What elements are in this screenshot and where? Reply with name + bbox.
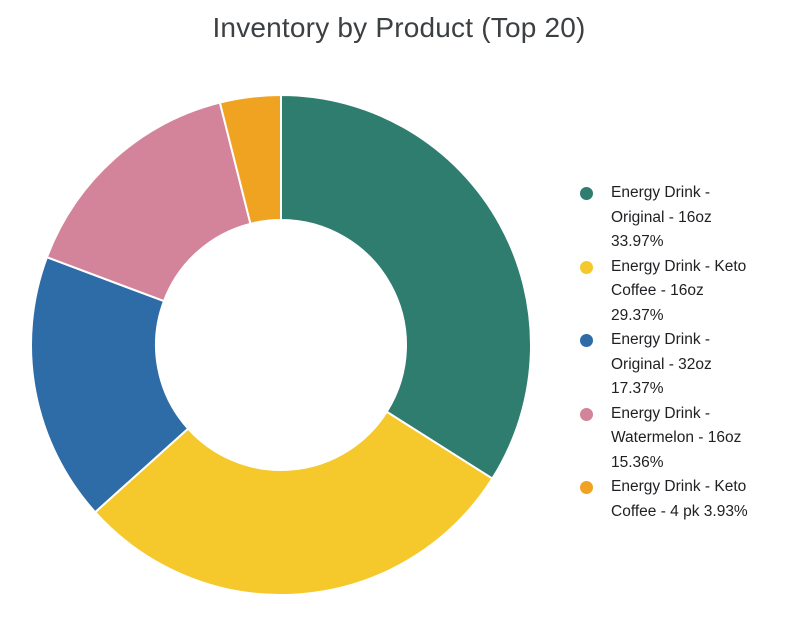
legend-label: Energy Drink - Original - 32oz 17.37%: [611, 331, 712, 397]
legend-swatch-icon: [580, 407, 593, 421]
legend-item-2[interactable]: Energy Drink - Original - 32oz 17.37%: [580, 328, 760, 402]
pie-slice-0[interactable]: [280, 94, 532, 480]
legend-label: Energy Drink - Original - 16oz 33.97%: [611, 184, 712, 250]
pie-slice-3[interactable]: [45, 101, 252, 303]
legend-label: Energy Drink - Keto Coffee - 4 pk 3.93%: [611, 478, 748, 520]
donut-chart: [30, 94, 532, 596]
pie-slice-4[interactable]: [218, 94, 282, 225]
pie-slice-2[interactable]: [30, 256, 190, 514]
chart-title: Inventory by Product (Top 20): [212, 12, 586, 43]
pie-slice-1[interactable]: [94, 410, 494, 596]
legend-item-4[interactable]: Energy Drink - Keto Coffee - 4 pk 3.93%: [580, 475, 760, 524]
legend-swatch-icon: [580, 260, 593, 274]
legend-item-0[interactable]: Energy Drink - Original - 16oz 33.97%: [580, 181, 760, 255]
legend-label: Energy Drink - Watermelon - 16oz 15.36%: [611, 404, 742, 471]
legend-label: Energy Drink - Keto Coffee - 16oz 29.37%: [611, 257, 747, 324]
legend-item-1[interactable]: Energy Drink - Keto Coffee - 16oz 29.37%: [580, 255, 760, 329]
legend-swatch-icon: [580, 187, 593, 200]
legend-swatch-icon: [580, 481, 593, 494]
legend-swatch-icon: [580, 334, 593, 347]
legend-item-3[interactable]: Energy Drink - Watermelon - 16oz 15.36%: [580, 402, 760, 476]
legend: Energy Drink - Original - 16oz 33.97% Ene…: [580, 181, 760, 524]
